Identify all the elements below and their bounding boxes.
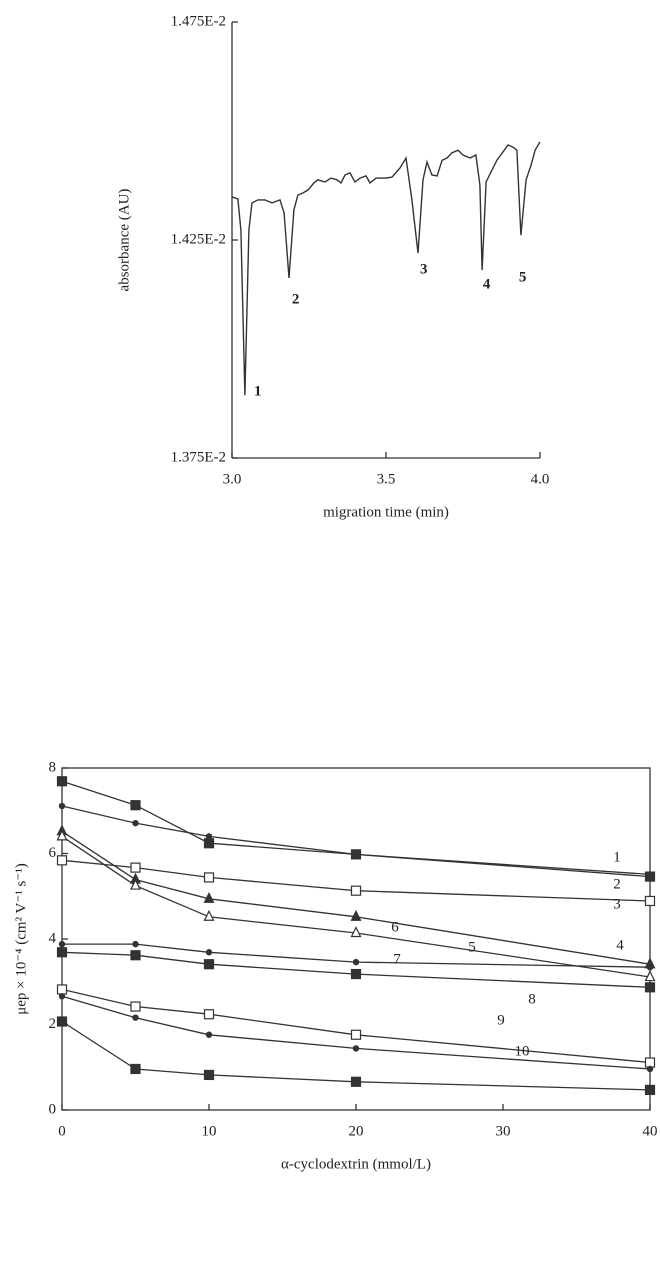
marker — [58, 802, 66, 810]
marker — [203, 909, 215, 921]
y-axis-label: absorbance (AU) — [116, 189, 132, 292]
x-tick-label: 20 — [349, 1123, 364, 1139]
peak-label: 2 — [292, 292, 300, 308]
marker — [350, 1029, 362, 1040]
marker — [646, 871, 654, 878]
marker — [644, 970, 656, 982]
marker — [644, 1057, 656, 1068]
series-line — [61, 805, 651, 876]
marker — [352, 958, 360, 966]
marker — [203, 1069, 215, 1081]
marker — [58, 993, 66, 1000]
marker — [130, 878, 141, 890]
marker — [132, 940, 139, 948]
series-label: 9 — [497, 1012, 505, 1028]
marker — [644, 895, 656, 907]
marker — [352, 851, 360, 858]
y-tick-label: 2 — [49, 1016, 57, 1032]
series-label: 3 — [613, 896, 621, 912]
marker — [56, 855, 68, 866]
marker — [130, 1063, 141, 1075]
marker — [56, 829, 68, 841]
marker — [56, 1016, 68, 1027]
series-label: 2 — [613, 876, 621, 892]
marker — [130, 862, 141, 873]
marker — [350, 968, 362, 980]
y-tick-label: 0 — [49, 1101, 57, 1117]
marker — [56, 984, 68, 995]
marker — [644, 1084, 656, 1096]
marker — [205, 833, 213, 840]
series-label: 4 — [616, 937, 624, 953]
marker — [646, 1065, 654, 1073]
marker — [352, 1045, 360, 1052]
marker — [646, 964, 654, 971]
y-tick-label: 1.425E-2 — [171, 231, 226, 247]
marker — [644, 982, 656, 993]
x-tick-label: 10 — [202, 1123, 217, 1139]
marker — [130, 950, 141, 961]
marker — [132, 819, 139, 827]
plot-frame — [61, 767, 651, 1111]
peak-label: 1 — [254, 384, 262, 400]
series-label: 8 — [528, 991, 536, 1007]
series-label: 7 — [393, 951, 401, 967]
marker — [205, 949, 213, 956]
peak-label: 4 — [483, 276, 491, 292]
marker — [132, 1014, 139, 1021]
x-axis-label: migration time (min) — [323, 504, 449, 520]
x-tick-label: 0 — [58, 1123, 66, 1139]
x-axis-label: α-cyclodextrin (mmol/L) — [281, 1156, 431, 1172]
series-label: 6 — [391, 919, 399, 935]
marker — [203, 838, 215, 849]
x-tick-label: 3.0 — [223, 471, 242, 487]
marker — [56, 776, 68, 787]
y-tick-label: 6 — [49, 845, 57, 861]
y-tick-label: 1.375E-2 — [171, 449, 226, 465]
marker — [203, 872, 215, 883]
marker — [203, 959, 215, 970]
trace-line — [231, 141, 541, 396]
y-tick-label: 4 — [49, 930, 57, 946]
peak-label: 3 — [420, 262, 428, 278]
marker — [350, 926, 362, 938]
y-axis-label: μep × 10⁻⁴ (cm² V⁻¹ s⁻¹) — [13, 863, 29, 1015]
marker — [350, 909, 362, 921]
y-tick-label: 1.475E-2 — [171, 13, 226, 29]
series-line — [61, 780, 651, 878]
series-label: 5 — [468, 939, 476, 955]
series-label: 1 — [613, 849, 621, 865]
marker — [203, 891, 215, 903]
x-tick-label: 40 — [643, 1123, 658, 1139]
peak-label: 5 — [519, 269, 527, 285]
x-tick-label: 3.5 — [377, 471, 396, 487]
x-tick-label: 4.0 — [531, 471, 550, 487]
marker — [350, 1076, 362, 1087]
marker — [205, 1031, 213, 1038]
marker — [56, 947, 68, 958]
marker — [350, 885, 362, 896]
marker — [203, 1009, 215, 1020]
y-tick-label: 8 — [49, 759, 57, 775]
series-label: 10 — [515, 1043, 530, 1059]
marker — [130, 1001, 141, 1012]
marker — [58, 940, 66, 948]
x-tick-label: 30 — [496, 1123, 511, 1139]
marker — [130, 800, 141, 811]
